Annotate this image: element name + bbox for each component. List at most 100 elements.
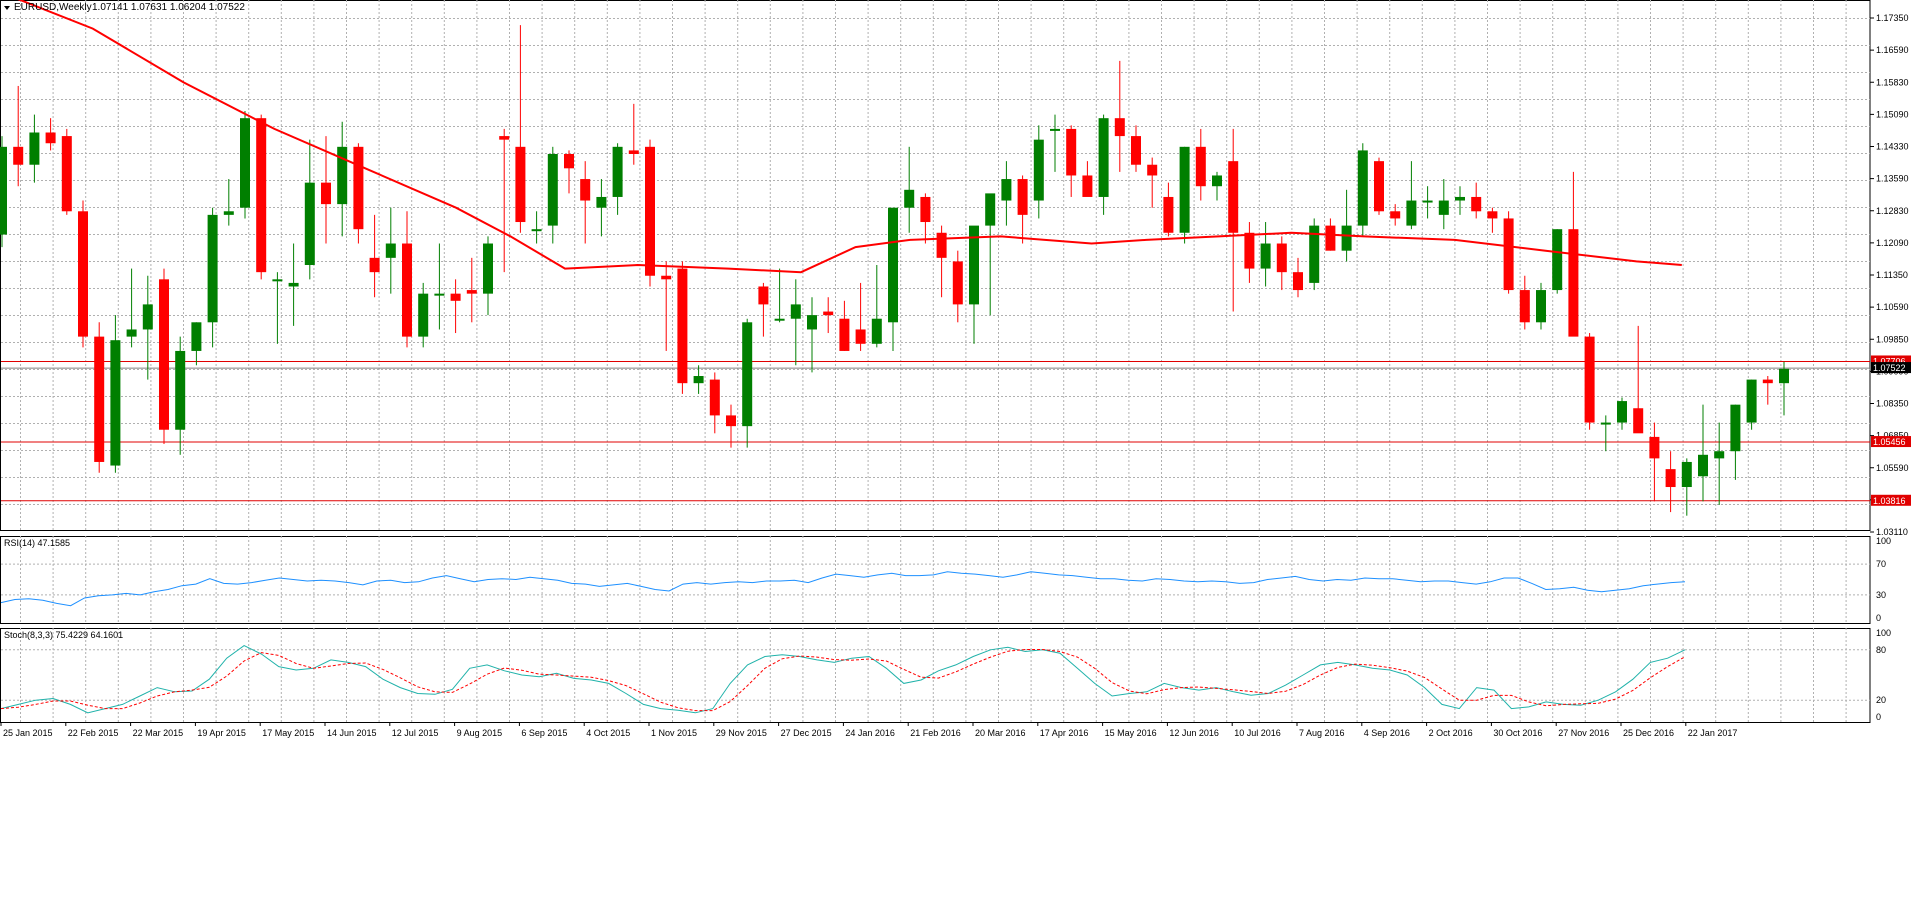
candle-bearish[interactable] (1325, 225, 1336, 251)
candle-bearish[interactable] (1131, 136, 1141, 165)
candle-bullish[interactable] (871, 318, 882, 344)
candle-bearish[interactable] (1374, 161, 1384, 212)
candle-bullish[interactable] (547, 153, 558, 226)
candle-bearish[interactable] (61, 136, 72, 212)
candle-bearish[interactable] (353, 146, 364, 230)
candle-bearish[interactable] (1195, 146, 1206, 187)
dropdown-triangle-icon[interactable] (4, 6, 10, 10)
candle-bullish[interactable] (1422, 200, 1433, 203)
candle-bearish[interactable] (1633, 408, 1644, 434)
candle-bullish[interactable] (1098, 118, 1109, 197)
candle-bearish[interactable] (1665, 469, 1676, 488)
candle-bearish[interactable] (564, 153, 574, 169)
candle-bearish[interactable] (709, 379, 720, 416)
candle-bearish[interactable] (1503, 218, 1514, 291)
candle-bearish[interactable] (1519, 290, 1530, 323)
candle-bearish[interactable] (499, 136, 510, 140)
candle-bearish[interactable] (1390, 211, 1401, 219)
candle-bullish[interactable] (126, 329, 137, 337)
candle-bearish[interactable] (94, 336, 105, 462)
candle-bearish[interactable] (1293, 272, 1303, 291)
candle-bullish[interactable] (1600, 422, 1611, 425)
candle-bearish[interactable] (580, 179, 591, 201)
candle-bullish[interactable] (774, 318, 785, 321)
candle-bullish[interactable] (531, 229, 542, 232)
candle-bullish[interactable] (1552, 229, 1563, 291)
candle-bearish[interactable] (661, 275, 672, 280)
candle-bullish[interactable] (29, 132, 40, 165)
candle-bearish[interactable] (369, 257, 380, 273)
candle-bullish[interactable] (223, 211, 234, 215)
candle-bullish[interactable] (1617, 401, 1627, 423)
candle-bullish[interactable] (1698, 454, 1708, 477)
candle-bearish[interactable] (402, 243, 412, 337)
candle-bullish[interactable] (110, 340, 121, 466)
candle-bearish[interactable] (628, 150, 639, 154)
candle-bullish[interactable] (1033, 139, 1044, 201)
candle-bearish[interactable] (920, 196, 931, 223)
candle-bearish[interactable] (952, 261, 963, 305)
candle-bullish[interactable] (0, 146, 7, 235)
candle-bullish[interactable] (1341, 225, 1352, 251)
candle-bullish[interactable] (596, 196, 607, 208)
candle-bearish[interactable] (839, 318, 850, 351)
candle-bullish[interactable] (612, 146, 623, 197)
candle-bearish[interactable] (466, 290, 477, 294)
candle-bearish[interactable] (726, 415, 736, 427)
candle-bearish[interactable] (758, 286, 769, 305)
candle-bullish[interactable] (1438, 200, 1449, 215)
candle-bullish[interactable] (1455, 196, 1465, 201)
candle-bullish[interactable] (888, 207, 898, 323)
candle-bullish[interactable] (175, 350, 186, 430)
candle-bearish[interactable] (1649, 436, 1660, 459)
candle-bullish[interactable] (742, 322, 753, 427)
candle-bullish[interactable] (288, 282, 299, 287)
candle-bullish[interactable] (693, 376, 704, 384)
candle-bearish[interactable] (645, 146, 655, 276)
candle-bullish[interactable] (191, 322, 202, 351)
candle-bearish[interactable] (78, 211, 88, 337)
candle-bearish[interactable] (256, 118, 267, 273)
candle-bullish[interactable] (969, 225, 979, 305)
candle-bullish[interactable] (1357, 150, 1368, 226)
candle-bullish[interactable] (385, 243, 396, 258)
candle-bullish[interactable] (434, 293, 445, 296)
candle-bullish[interactable] (1681, 461, 1692, 488)
candle-bullish[interactable] (1746, 379, 1757, 423)
candle-bullish[interactable] (1714, 451, 1725, 459)
candle-bullish[interactable] (240, 118, 250, 208)
candle-bullish[interactable] (1212, 175, 1222, 187)
candle-bearish[interactable] (677, 268, 688, 384)
candle-bullish[interactable] (1260, 243, 1271, 269)
candle-bullish[interactable] (1309, 225, 1320, 283)
candle-bullish[interactable] (1536, 290, 1546, 323)
candle-bearish[interactable] (1017, 179, 1028, 215)
candle-bullish[interactable] (1779, 368, 1789, 384)
candle-bullish[interactable] (142, 304, 153, 330)
candle-bearish[interactable] (45, 132, 56, 144)
candle-bullish[interactable] (790, 304, 801, 319)
candle-bearish[interactable] (159, 279, 169, 430)
candle-bearish[interactable] (1471, 196, 1482, 212)
candle-bearish[interactable] (1228, 161, 1239, 233)
candle-bearish[interactable] (1584, 336, 1595, 423)
candle-bearish[interactable] (1082, 175, 1093, 197)
candle-bearish[interactable] (936, 232, 947, 258)
candle-bullish[interactable] (1406, 200, 1417, 226)
candle-bullish[interactable] (1730, 404, 1741, 452)
candle-bearish[interactable] (1163, 196, 1174, 233)
candle-bearish[interactable] (1147, 164, 1158, 176)
candle-bearish[interactable] (1114, 118, 1125, 137)
candle-bearish[interactable] (1568, 229, 1579, 337)
candle-bullish[interactable] (304, 182, 315, 265)
candle-bullish[interactable] (207, 214, 218, 323)
candle-bearish[interactable] (1487, 211, 1498, 219)
candle-bearish[interactable] (321, 182, 331, 205)
candle-bearish[interactable] (1244, 232, 1255, 269)
candle-bearish[interactable] (450, 293, 461, 301)
candle-bullish[interactable] (483, 243, 493, 294)
candle-bullish[interactable] (337, 146, 348, 205)
candle-bullish[interactable] (1179, 146, 1190, 233)
candle-bullish[interactable] (985, 193, 996, 226)
